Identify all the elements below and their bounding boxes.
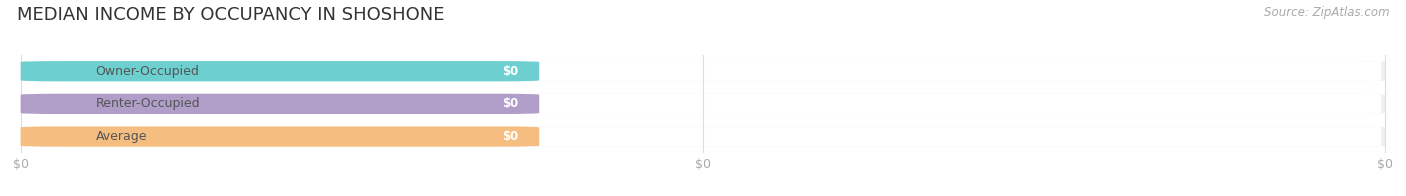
FancyBboxPatch shape [21, 61, 540, 81]
Text: Source: ZipAtlas.com: Source: ZipAtlas.com [1264, 6, 1389, 19]
Text: $0: $0 [502, 97, 519, 110]
FancyBboxPatch shape [21, 126, 1385, 147]
FancyBboxPatch shape [21, 94, 540, 114]
FancyBboxPatch shape [21, 126, 540, 147]
Text: Owner-Occupied: Owner-Occupied [96, 65, 200, 78]
Text: Average: Average [96, 130, 148, 143]
Text: $0: $0 [502, 130, 519, 143]
Text: MEDIAN INCOME BY OCCUPANCY IN SHOSHONE: MEDIAN INCOME BY OCCUPANCY IN SHOSHONE [17, 6, 444, 24]
FancyBboxPatch shape [21, 94, 1385, 114]
Text: Renter-Occupied: Renter-Occupied [96, 97, 201, 110]
FancyBboxPatch shape [21, 61, 1385, 81]
FancyBboxPatch shape [30, 61, 1381, 81]
FancyBboxPatch shape [30, 94, 1381, 114]
FancyBboxPatch shape [30, 127, 1381, 147]
Text: $0: $0 [502, 65, 519, 78]
